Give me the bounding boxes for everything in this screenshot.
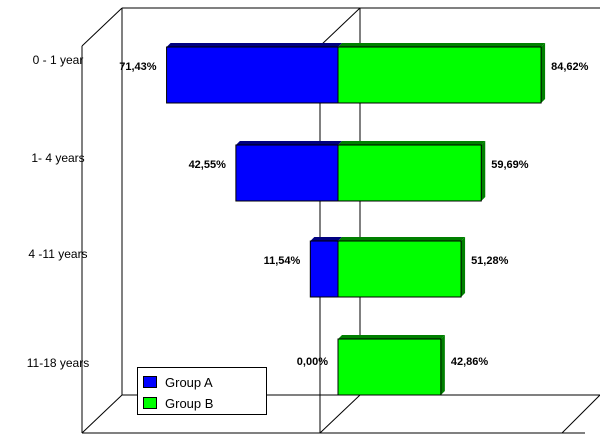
bar-top-face <box>338 237 466 241</box>
legend-label-group-a: Group A <box>165 374 213 390</box>
frame-line <box>81 7 123 47</box>
category-label: 0 - 1 year <box>33 53 84 67</box>
legend-label-group-b: Group B <box>165 395 214 411</box>
bar-group-b <box>337 46 542 104</box>
bar-side-face <box>541 43 546 103</box>
bar-group-a <box>309 240 339 298</box>
legend-item-group-a: Group A <box>143 374 213 390</box>
data-label-group-a: 71,43% <box>119 61 157 73</box>
bar-group-a <box>235 144 339 202</box>
legend-swatch-group-b <box>143 397 157 409</box>
legend-item-group-b: Group B <box>143 395 214 411</box>
data-label-group-a: 42,55% <box>189 159 227 171</box>
bar-group-a <box>166 46 339 104</box>
data-label-group-b: 59,69% <box>491 159 529 171</box>
data-label-group-b: 84,62% <box>551 61 589 73</box>
frame-line <box>319 394 361 434</box>
bar-top-face <box>166 43 342 47</box>
category-label: 4 -11 years <box>28 247 87 261</box>
bar-side-face <box>481 141 486 201</box>
bar-top-face <box>235 141 342 145</box>
bar-side-face <box>440 335 445 395</box>
legend: Group A Group B <box>137 367 267 415</box>
bar-top-face <box>338 43 546 47</box>
frame-line <box>561 394 600 434</box>
bars-group <box>166 43 546 396</box>
data-label-group-a: 0,00% <box>297 356 328 368</box>
legend-swatch-group-a <box>143 376 157 388</box>
labels-group: 0 - 1 year 71,43% 84,62% 1- 4 years 42,55% 59… <box>27 53 589 370</box>
frame-line <box>319 7 361 47</box>
bar-top-face <box>338 141 486 145</box>
frame-line <box>81 394 123 434</box>
bar-group-b <box>337 240 462 298</box>
category-label: 11-18 years <box>27 356 89 370</box>
data-label-group-b: 42,86% <box>451 356 489 368</box>
bar-group-b <box>337 338 442 396</box>
data-label-group-b: 51,28% <box>471 255 509 267</box>
bar-top-face <box>310 237 342 241</box>
bar-side-face <box>461 237 466 297</box>
bar-group-b <box>337 144 482 202</box>
data-label-group-a: 11,54% <box>264 255 301 267</box>
bar-top-face <box>338 335 445 339</box>
category-label: 1- 4 years <box>31 151 84 165</box>
